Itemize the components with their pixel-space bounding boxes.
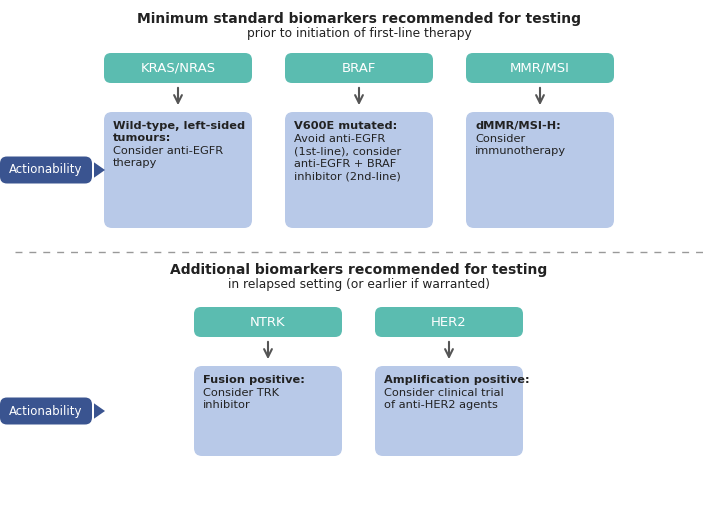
FancyBboxPatch shape: [104, 53, 252, 83]
FancyBboxPatch shape: [0, 397, 92, 424]
Text: Fusion positive:: Fusion positive:: [203, 375, 305, 385]
FancyBboxPatch shape: [194, 366, 342, 456]
Text: MMR/MSI: MMR/MSI: [510, 62, 570, 75]
Text: Amplification positive:: Amplification positive:: [384, 375, 530, 385]
Polygon shape: [94, 162, 105, 177]
FancyBboxPatch shape: [285, 53, 433, 83]
Text: dMMR/MSI-H:: dMMR/MSI-H:: [475, 121, 561, 131]
FancyBboxPatch shape: [466, 53, 614, 83]
Text: KRAS/NRAS: KRAS/NRAS: [141, 62, 215, 75]
FancyBboxPatch shape: [466, 112, 614, 228]
Text: Wild-type, left-sided
tumours:: Wild-type, left-sided tumours:: [113, 121, 245, 144]
Text: Consider
immunotherapy: Consider immunotherapy: [475, 134, 566, 156]
Text: Minimum standard biomarkers recommended for testing: Minimum standard biomarkers recommended …: [137, 12, 581, 26]
Text: Consider anti-EGFR
therapy: Consider anti-EGFR therapy: [113, 146, 223, 168]
Text: Additional biomarkers recommended for testing: Additional biomarkers recommended for te…: [170, 263, 548, 277]
FancyBboxPatch shape: [285, 112, 433, 228]
FancyBboxPatch shape: [104, 112, 252, 228]
Text: BRAF: BRAF: [342, 62, 376, 75]
Text: HER2: HER2: [431, 315, 467, 328]
FancyBboxPatch shape: [375, 307, 523, 337]
Text: Actionability: Actionability: [9, 405, 83, 418]
Text: Consider TRK
inhibitor: Consider TRK inhibitor: [203, 388, 279, 410]
FancyBboxPatch shape: [0, 157, 92, 184]
Text: in relapsed setting (or earlier if warranted): in relapsed setting (or earlier if warra…: [228, 278, 490, 291]
Polygon shape: [94, 404, 105, 419]
Text: prior to initiation of first-line therapy: prior to initiation of first-line therap…: [246, 27, 472, 40]
Text: NTRK: NTRK: [250, 315, 286, 328]
Text: V600E mutated:: V600E mutated:: [294, 121, 397, 131]
Text: Actionability: Actionability: [9, 163, 83, 176]
Text: Avoid anti-EGFR
(1st-line), consider
anti-EGFR + BRAF
inhibitor (2nd-line): Avoid anti-EGFR (1st-line), consider ant…: [294, 134, 401, 181]
FancyBboxPatch shape: [194, 307, 342, 337]
Text: Consider clinical trial
of anti-HER2 agents: Consider clinical trial of anti-HER2 age…: [384, 388, 504, 410]
FancyBboxPatch shape: [375, 366, 523, 456]
